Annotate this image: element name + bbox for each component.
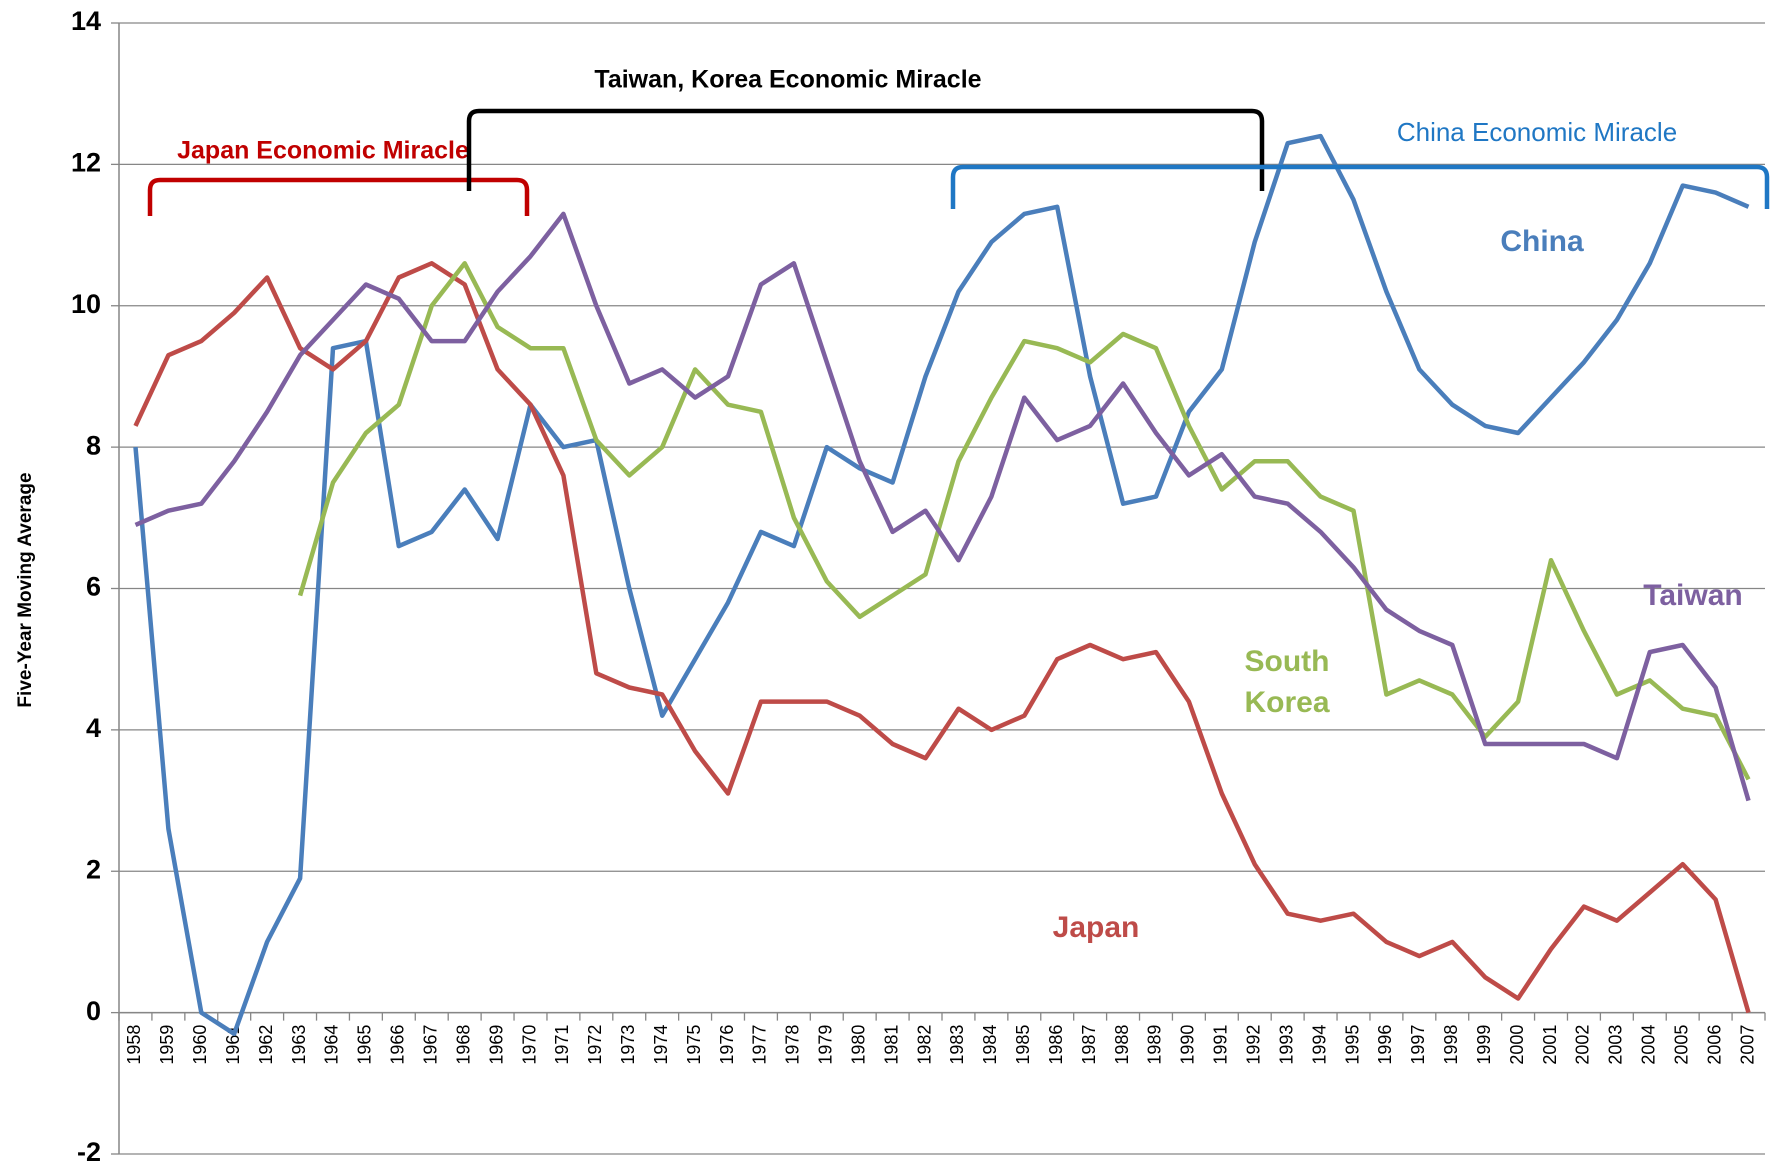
x-tick-label: 1990 <box>1178 1025 1198 1065</box>
x-tick-label: 2006 <box>1704 1025 1724 1065</box>
y-tick-label: 4 <box>86 713 101 743</box>
x-tick-label: 1965 <box>355 1025 375 1065</box>
x-tick-label: 1993 <box>1276 1025 1296 1065</box>
x-tick-label: 1972 <box>585 1025 605 1065</box>
annotation-text: China Economic Miracle <box>1397 117 1677 147</box>
y-tick-label: -2 <box>77 1137 101 1167</box>
x-tick-label: 1989 <box>1145 1025 1165 1065</box>
y-axis-label: Five-Year Moving Average <box>15 472 36 707</box>
annotation-text: Taiwan, Korea Economic Miracle <box>594 66 981 94</box>
series-line <box>297 261 1751 781</box>
x-tick-label: 2002 <box>1573 1025 1593 1065</box>
y-tick-label: 0 <box>86 996 101 1026</box>
y-tick-label: 8 <box>86 430 101 460</box>
x-tick-label: 1985 <box>1013 1025 1033 1065</box>
annotation-bracket <box>950 164 1770 209</box>
x-tick-label: 1991 <box>1211 1025 1231 1065</box>
x-tick-label: 1973 <box>618 1025 638 1065</box>
x-tick-label: 1994 <box>1309 1025 1329 1065</box>
x-tick-label: 1987 <box>1079 1025 1099 1065</box>
series-label: China <box>1500 225 1584 258</box>
y-tick-label: 12 <box>71 148 101 178</box>
x-tick-label: 1995 <box>1342 1025 1362 1065</box>
x-tick-label: 2000 <box>1507 1025 1527 1065</box>
series-line <box>134 211 1751 802</box>
series-line <box>133 261 1751 1014</box>
series-label: Japan <box>1052 911 1140 944</box>
x-tick-label: 1992 <box>1243 1025 1263 1065</box>
x-tick-label: 1981 <box>881 1025 901 1065</box>
x-tick-label: 2005 <box>1671 1025 1691 1065</box>
x-tick-label: 1975 <box>684 1025 704 1065</box>
series-line <box>133 133 1750 1037</box>
x-tick-label: 1998 <box>1441 1025 1461 1065</box>
y-tick-label: 10 <box>71 289 101 319</box>
x-tick-label: 1976 <box>717 1025 737 1065</box>
x-tick-label: 1961 <box>223 1025 243 1065</box>
x-tick-label: 1960 <box>190 1025 210 1065</box>
x-tick-label: 1969 <box>486 1025 506 1065</box>
x-tick-label: 1988 <box>1112 1025 1132 1065</box>
x-tick-label: 1966 <box>388 1025 408 1065</box>
x-tick-label: 1996 <box>1375 1025 1395 1065</box>
y-tick-label: 14 <box>71 6 101 36</box>
x-tick-label: 2003 <box>1606 1025 1626 1065</box>
annotation-bracket <box>147 177 530 216</box>
x-tick-label: 1962 <box>256 1025 276 1065</box>
series-label: Taiwan <box>1643 579 1743 612</box>
annotation-text: Japan Economic Miracle <box>177 137 469 165</box>
y-tick-label: 2 <box>86 854 101 884</box>
x-tick-label: 2001 <box>1540 1025 1560 1065</box>
x-tick-label: 2007 <box>1737 1025 1757 1065</box>
x-tick-label: 1999 <box>1474 1025 1494 1065</box>
x-tick-label: 1964 <box>322 1025 342 1065</box>
x-tick-label: 1968 <box>453 1025 473 1065</box>
x-tick-label: 1984 <box>980 1025 1000 1065</box>
x-tick-label: 1963 <box>289 1025 309 1065</box>
series-label: South Korea <box>1244 645 1330 719</box>
x-tick-label: 1979 <box>816 1025 836 1065</box>
x-tick-label: 1977 <box>750 1025 770 1065</box>
x-tick-label: 1959 <box>157 1025 177 1065</box>
y-tick-label: 6 <box>86 572 101 602</box>
x-tick-label: 2004 <box>1639 1025 1659 1065</box>
x-tick-label: 1970 <box>519 1025 539 1065</box>
x-tick-label: 1983 <box>947 1025 967 1065</box>
annotation-bracket <box>466 108 1265 191</box>
x-tick-label: 1980 <box>848 1025 868 1065</box>
x-tick-label: 1997 <box>1408 1025 1428 1065</box>
x-tick-label: 1974 <box>651 1025 671 1065</box>
x-tick-label: 1982 <box>914 1025 934 1065</box>
x-tick-label: 1958 <box>124 1025 144 1065</box>
x-tick-label: 1967 <box>420 1025 440 1065</box>
x-tick-label: 1971 <box>552 1025 572 1065</box>
x-tick-label: 1986 <box>1046 1025 1066 1065</box>
x-tick-label: 1978 <box>783 1025 803 1065</box>
